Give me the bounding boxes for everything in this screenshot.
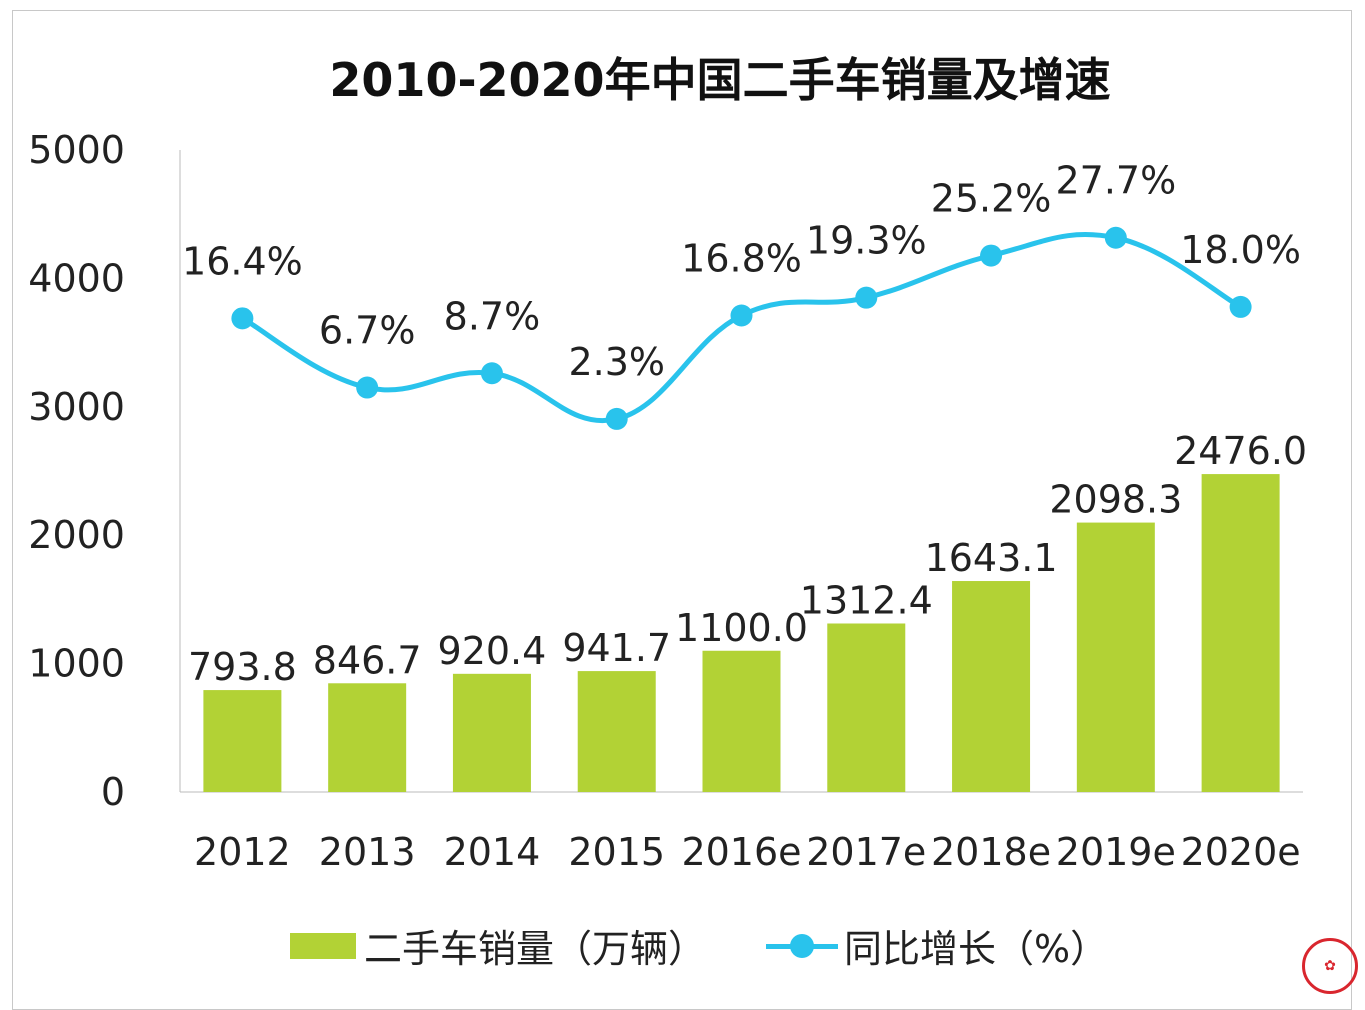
growth-point — [1104, 226, 1127, 249]
bar — [1201, 474, 1280, 792]
growth-point — [480, 362, 503, 385]
bar-data-label: 1100.0 — [675, 606, 808, 650]
chart-title: 2010-2020年中国二手车销量及增速 — [329, 53, 1111, 107]
bar-data-label: 1643.1 — [925, 536, 1058, 580]
growth-data-label: 2.3% — [568, 340, 665, 384]
x-tick-label: 2017e — [806, 830, 926, 874]
bar — [577, 671, 656, 792]
x-tick-label: 2019e — [1056, 830, 1176, 874]
bar-data-label: 1312.4 — [800, 578, 933, 622]
growth-point — [231, 307, 254, 330]
y-tick-label: 4000 — [28, 256, 125, 300]
growth-point — [1229, 295, 1252, 318]
y-tick-label: 1000 — [28, 642, 125, 686]
bar — [1076, 522, 1155, 792]
bar-data-label: 941.7 — [562, 626, 671, 670]
growth-point — [855, 286, 878, 309]
legend-line-swatch — [766, 933, 839, 959]
bar-data-label: 2476.0 — [1174, 429, 1307, 473]
x-tick-label: 2020e — [1181, 830, 1301, 874]
bar-data-label: 920.4 — [438, 629, 547, 673]
growth-data-label: 16.4% — [182, 239, 303, 283]
bar — [952, 581, 1031, 792]
y-tick-label: 0 — [101, 770, 125, 814]
legend-label-growth: 同比增长（%） — [844, 927, 1109, 971]
bar-data-label: 793.8 — [188, 645, 297, 689]
x-tick-label: 2012 — [194, 830, 291, 874]
bar — [452, 673, 531, 792]
bar-data-label: 2098.3 — [1049, 478, 1182, 522]
growth-point — [980, 244, 1003, 267]
bar — [203, 690, 282, 792]
bar — [702, 650, 781, 792]
growth-data-label: 6.7% — [319, 309, 416, 353]
legend-label-sales: 二手车销量（万辆） — [364, 927, 707, 971]
x-tick-label: 2018e — [931, 830, 1051, 874]
y-tick-label: 2000 — [28, 513, 125, 557]
watermark-logo: ✿ — [1302, 938, 1358, 994]
x-tick-label: 2015 — [568, 830, 665, 874]
bar-data-label: 846.7 — [313, 638, 422, 682]
bar — [328, 683, 407, 792]
growth-data-label: 19.3% — [806, 219, 927, 263]
x-tick-label: 2016e — [681, 830, 801, 874]
legend: 二手车销量（万辆） 同比增长（%） — [290, 918, 1108, 973]
legend-bar-swatch — [290, 932, 356, 959]
x-tick-label: 2013 — [319, 830, 416, 874]
x-tick-label: 2014 — [444, 830, 541, 874]
growth-data-label: 16.8% — [681, 236, 802, 280]
bar — [827, 623, 906, 792]
growth-data-label: 8.7% — [444, 294, 541, 338]
growth-data-label: 25.2% — [931, 177, 1052, 221]
y-tick-label: 3000 — [28, 385, 125, 429]
y-tick-label: 5000 — [28, 128, 125, 172]
growth-point — [356, 376, 379, 399]
growth-point — [605, 407, 628, 430]
growth-point — [730, 304, 753, 327]
growth-data-label: 18.0% — [1180, 228, 1301, 272]
growth-data-label: 27.7% — [1055, 159, 1176, 203]
